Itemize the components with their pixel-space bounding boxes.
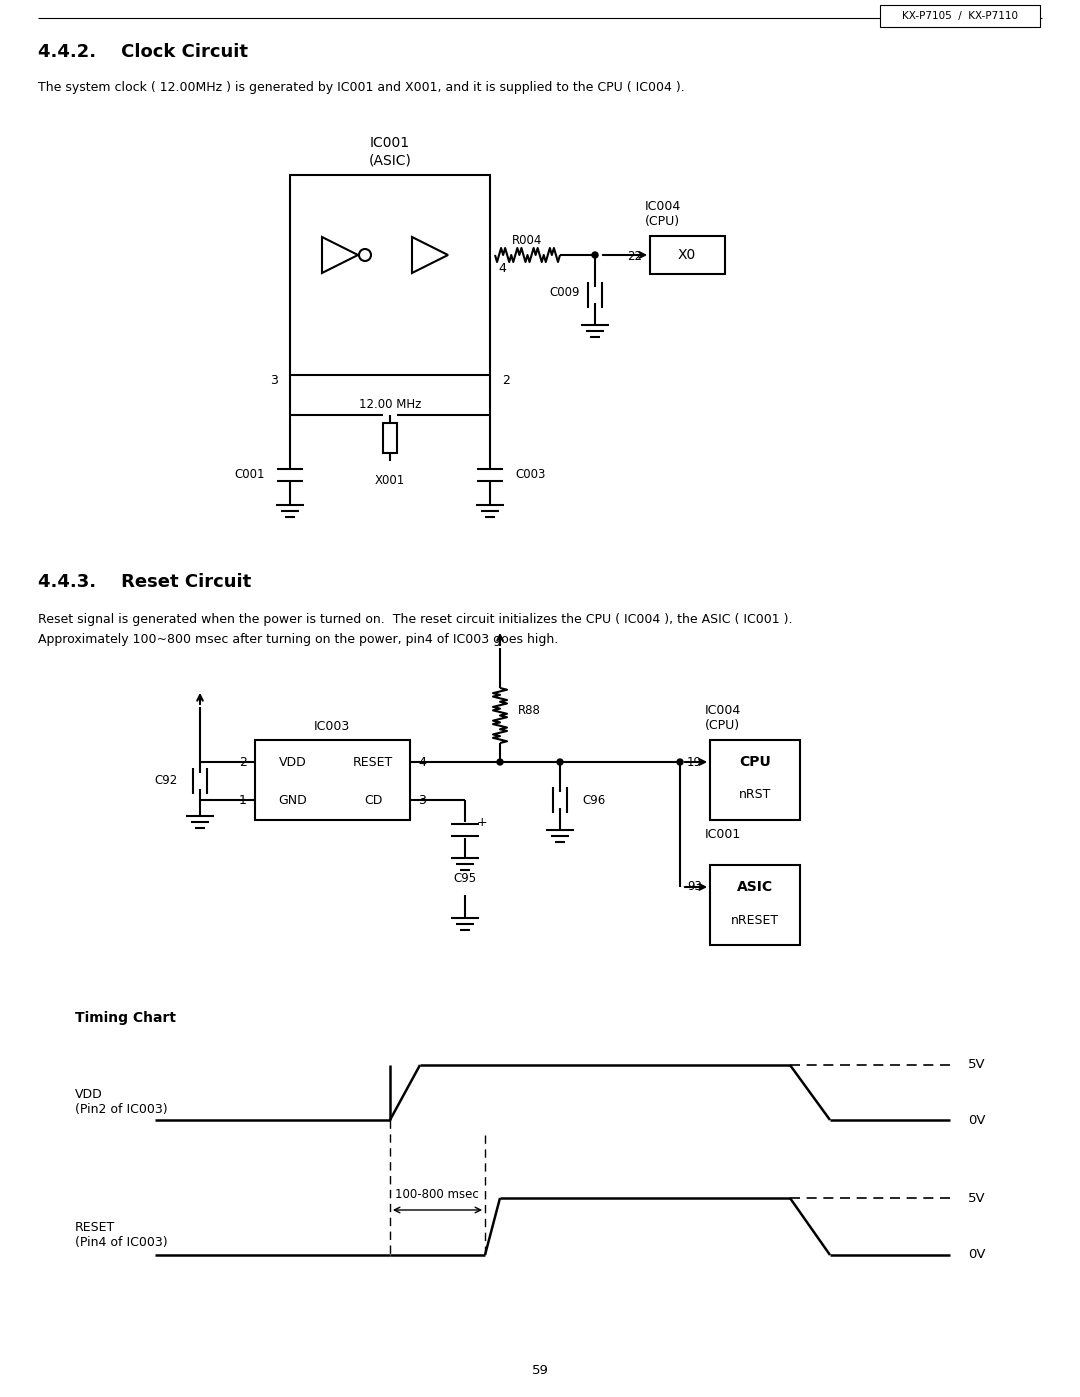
Text: IC001: IC001 xyxy=(370,136,410,149)
Text: 93: 93 xyxy=(687,880,702,894)
Bar xyxy=(383,423,397,453)
Text: Timing Chart: Timing Chart xyxy=(75,1011,176,1025)
Text: X001: X001 xyxy=(375,474,405,486)
Text: 19: 19 xyxy=(687,756,702,768)
Text: 0V: 0V xyxy=(968,1113,986,1126)
Text: nRESET: nRESET xyxy=(731,914,779,926)
Text: GND: GND xyxy=(279,793,308,806)
Text: nRST: nRST xyxy=(739,788,771,802)
Bar xyxy=(291,175,490,374)
Text: 1: 1 xyxy=(239,793,247,806)
Text: 5V: 5V xyxy=(968,1192,986,1204)
Text: VDD
(Pin2 of IC003): VDD (Pin2 of IC003) xyxy=(75,1088,167,1116)
Text: ASIC: ASIC xyxy=(737,880,773,894)
Text: X0: X0 xyxy=(678,249,697,263)
Text: 12.00 MHz: 12.00 MHz xyxy=(359,398,421,412)
Text: 4: 4 xyxy=(498,263,505,275)
Text: VDD: VDD xyxy=(279,756,307,768)
Text: 4: 4 xyxy=(418,756,426,768)
Text: R004: R004 xyxy=(512,233,542,246)
Text: RESET
(Pin4 of IC003): RESET (Pin4 of IC003) xyxy=(75,1221,167,1249)
Circle shape xyxy=(592,251,598,258)
Polygon shape xyxy=(322,237,357,272)
Text: The system clock ( 12.00MHz ) is generated by IC001 and X001, and it is supplied: The system clock ( 12.00MHz ) is generat… xyxy=(38,81,685,95)
Bar xyxy=(650,236,725,274)
Bar xyxy=(710,740,800,820)
Bar xyxy=(255,740,410,820)
Text: Approximately 100~800 msec after turning on the power, pin4 of IC003 goes high.: Approximately 100~800 msec after turning… xyxy=(38,633,558,647)
Text: (CPU): (CPU) xyxy=(705,719,740,732)
Polygon shape xyxy=(411,237,448,272)
Text: 4.4.3.    Reset Circuit: 4.4.3. Reset Circuit xyxy=(38,573,252,591)
Circle shape xyxy=(359,249,372,261)
Text: 100-800 msec: 100-800 msec xyxy=(395,1189,478,1201)
Text: C009: C009 xyxy=(550,286,580,299)
Text: 0V: 0V xyxy=(968,1249,986,1261)
Text: 5V: 5V xyxy=(968,1059,986,1071)
Text: IC001: IC001 xyxy=(705,828,741,841)
Bar xyxy=(710,865,800,944)
Text: +: + xyxy=(477,816,488,828)
Text: KX-P7105  /  KX-P7110: KX-P7105 / KX-P7110 xyxy=(902,11,1018,21)
Text: (CPU): (CPU) xyxy=(645,215,680,229)
Text: IC003: IC003 xyxy=(314,719,350,732)
Text: Reset signal is generated when the power is turned on.  The reset circuit initia: Reset signal is generated when the power… xyxy=(38,613,793,626)
Text: R88: R88 xyxy=(518,704,541,717)
Text: CPU: CPU xyxy=(739,754,771,768)
Text: 3: 3 xyxy=(270,373,278,387)
Text: 3: 3 xyxy=(418,793,426,806)
Text: IC004: IC004 xyxy=(705,704,741,717)
Circle shape xyxy=(557,759,563,766)
Text: C001: C001 xyxy=(234,468,265,482)
Text: (ASIC): (ASIC) xyxy=(368,154,411,168)
Bar xyxy=(880,6,1040,27)
Text: C96: C96 xyxy=(582,793,605,806)
Text: 2: 2 xyxy=(502,373,510,387)
Circle shape xyxy=(497,759,503,766)
Text: CD: CD xyxy=(364,793,382,806)
Text: C92: C92 xyxy=(154,774,178,788)
Text: C003: C003 xyxy=(515,468,545,482)
Text: C95: C95 xyxy=(454,872,476,884)
Text: 2: 2 xyxy=(239,756,247,768)
Text: 59: 59 xyxy=(531,1363,549,1376)
Text: IC004: IC004 xyxy=(645,200,681,212)
Circle shape xyxy=(677,759,683,766)
Text: 4.4.2.    Clock Circuit: 4.4.2. Clock Circuit xyxy=(38,43,248,61)
Text: 22: 22 xyxy=(627,250,642,264)
Text: RESET: RESET xyxy=(353,756,393,768)
